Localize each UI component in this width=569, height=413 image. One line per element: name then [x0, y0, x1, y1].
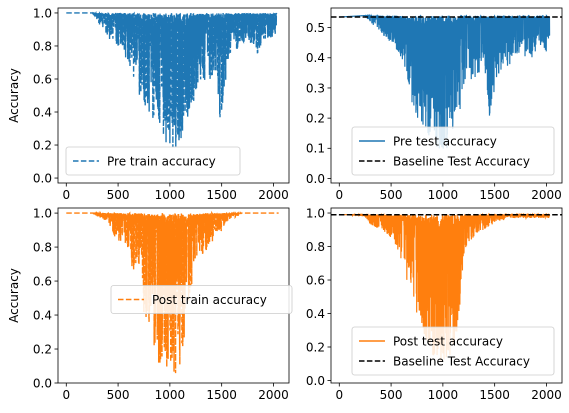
subplot-4: 0 500 1000 1500 2000 0.0 0.2 0.4 0.6 0.8 1.0 Post t…	[306, 206, 563, 402]
legend-label: Post train accuracy	[152, 293, 267, 307]
x-tick-label: 0	[335, 188, 343, 202]
y-axis-label: Accuracy	[7, 68, 21, 123]
plot-area	[331, 212, 562, 362]
legend-label: Pre test accuracy	[393, 134, 497, 148]
legend: Post train accuracy	[110, 285, 293, 314]
subplot-2: 0 500 1000 1500 2000 0.0 0.1 0.2 0.3 0.4 0.5 Pre te…	[306, 7, 563, 202]
legend: Pre test accuracy Baseline Test Accuracy	[351, 126, 555, 176]
x-tick-label: 500	[380, 188, 403, 202]
legend-box	[65, 146, 241, 176]
x-tick-label: 1000	[155, 388, 186, 402]
y-tick-label: 0.4	[33, 105, 52, 119]
x-tick-label: 1000	[428, 388, 459, 402]
y-tick-label: 0.1	[306, 142, 325, 156]
y-tick-label: 0.5	[306, 21, 325, 35]
x-tick-label: 1000	[428, 188, 459, 202]
axes-frame	[57, 7, 290, 184]
y-tick-label: 0.4	[33, 308, 52, 322]
x-tick-label: 2000	[531, 188, 562, 202]
y-tick-label: 0.6	[33, 72, 52, 86]
x-tick-label: 1500	[206, 188, 237, 202]
legend-label: Pre train accuracy	[107, 154, 216, 168]
x-tick-label: 2000	[531, 388, 562, 402]
y-tick-label: 0.8	[33, 39, 52, 53]
y-tick-label: 0.0	[306, 374, 325, 388]
plot-area	[66, 210, 279, 374]
y-tick-label: 0.8	[306, 240, 325, 254]
x-tick-label: 500	[107, 188, 130, 202]
y-tick-label: 0.0	[306, 172, 325, 186]
subplot-3: 0 500 1000 1500 2000 0.0 0.2 0.4 0.6 0.8 1.0 Accura…	[7, 206, 293, 402]
x-tick-label: 1500	[206, 388, 237, 402]
y-axis-label: Accuracy	[7, 268, 21, 323]
y-tick-label: 0.6	[306, 273, 325, 287]
y-tick-label: 0.2	[33, 342, 52, 356]
x-tick-label: 0	[62, 388, 70, 402]
subplot-1: 0 500 1000 1500 2000 0.0 0.2 0.4 0.6 0.8 1.0 Accura…	[7, 6, 290, 202]
x-tick-label: 1000	[155, 188, 186, 202]
x-tick-label: 1500	[479, 388, 510, 402]
x-tick-label: 1500	[479, 188, 510, 202]
plot-area	[66, 10, 278, 148]
y-tick-label: 1.0	[306, 206, 325, 220]
y-tick-label: 0.0	[33, 171, 52, 185]
y-tick-label: 0.8	[33, 240, 52, 254]
legend-box	[110, 285, 293, 314]
series-line-1	[66, 210, 279, 374]
x-tick-label: 500	[380, 388, 403, 402]
axes-frame	[330, 207, 563, 384]
legend-label: Baseline Test Accuracy	[393, 154, 530, 168]
series-line-1	[66, 10, 278, 148]
legend-label: Baseline Test Accuracy	[393, 354, 530, 368]
y-tick-label: 0.4	[306, 307, 325, 321]
legend: Pre train accuracy	[65, 146, 241, 176]
y-tick-label: 0.2	[306, 340, 325, 354]
y-tick-label: 0.2	[33, 138, 52, 152]
axes-frame	[330, 7, 563, 184]
x-tick-label: 2000	[258, 388, 289, 402]
legend-box	[351, 326, 555, 376]
y-tick-label: 0.6	[33, 274, 52, 288]
legend: Post test accuracy Baseline Test Accuracy	[351, 326, 555, 376]
x-tick-label: 0	[335, 388, 343, 402]
y-tick-label: 0.2	[306, 111, 325, 125]
y-tick-label: 0.3	[306, 81, 325, 95]
y-tick-label: 0.4	[306, 51, 325, 65]
x-tick-label: 500	[107, 388, 130, 402]
y-tick-label: 1.0	[33, 206, 52, 220]
x-tick-label: 2000	[258, 188, 289, 202]
y-tick-label: 0.0	[33, 376, 52, 390]
legend-box	[351, 126, 555, 176]
y-tick-label: 1.0	[33, 6, 52, 20]
x-tick-label: 0	[62, 188, 70, 202]
legend-label: Post test accuracy	[393, 334, 503, 348]
